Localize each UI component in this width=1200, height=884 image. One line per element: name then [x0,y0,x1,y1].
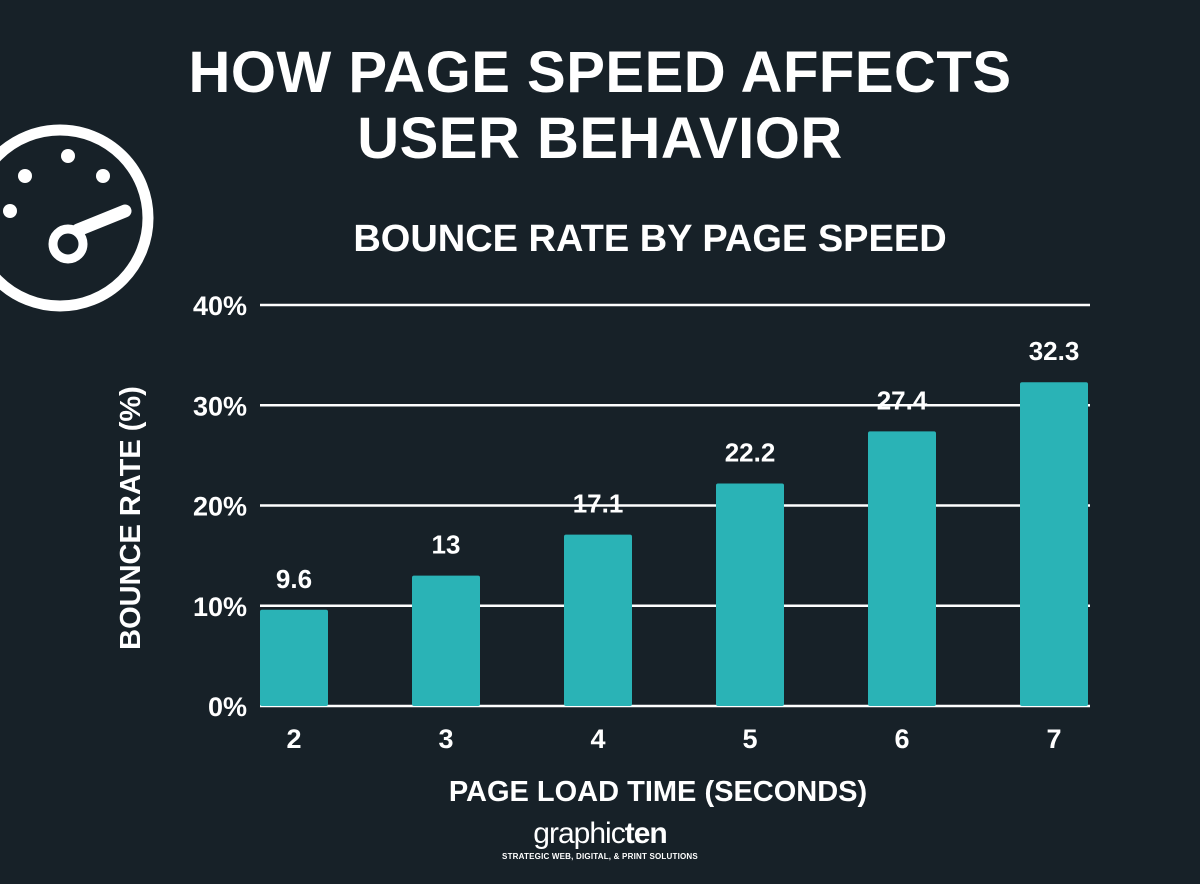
headline-line-1: HOW PAGE SPEED AFFECTS [188,40,1012,105]
data-label: 27.4 [877,385,928,415]
y-tick-label: 40% [193,291,247,321]
bar [716,483,784,706]
x-axis-title: PAGE LOAD TIME (SECONDS) [449,776,867,808]
data-label: 13 [432,530,461,560]
page-headline: HOW PAGE SPEED AFFECTS USER BEHAVIOR [0,40,1200,172]
brand-logo: graphicten STRATEGIC WEB, DIGITAL, & PRI… [480,818,720,862]
bar [564,534,632,706]
y-tick-label: 20% [193,492,247,522]
data-label: 22.2 [725,437,776,467]
data-label: 17.1 [573,489,624,519]
x-tick-label: 3 [438,724,453,754]
y-tick-label: 30% [193,391,247,421]
brand-name-bold: ten [624,817,668,850]
y-axis-title: BOUNCE RATE (%) [115,386,147,650]
data-label: 9.6 [276,564,312,594]
x-tick-label: 2 [286,724,301,754]
x-tick-label: 7 [1046,724,1061,754]
headline-line-2: USER BEHAVIOR [357,106,843,171]
bar [868,431,936,706]
y-tick-label: 0% [208,692,247,722]
y-tick-label: 10% [193,592,247,622]
x-tick-label: 4 [590,724,605,754]
x-tick-label: 5 [742,724,757,754]
speedometer-icon [0,124,154,312]
bar [412,575,480,706]
bar [1020,382,1088,706]
brand-name-regular: graphic [533,817,625,850]
brand-wordmark: graphicten [480,818,720,850]
brand-tagline: STRATEGIC WEB, DIGITAL, & PRINT SOLUTION… [502,852,698,861]
data-label: 32.3 [1029,336,1080,366]
chart-title: BOUNCE RATE BY PAGE SPEED [353,218,947,260]
x-tick-label: 6 [894,724,909,754]
bar [260,609,328,706]
